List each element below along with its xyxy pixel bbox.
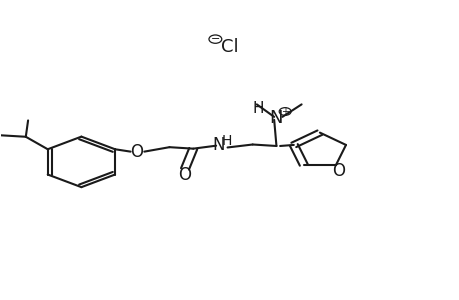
Text: −: − [210, 34, 219, 44]
Text: Cl: Cl [221, 38, 238, 56]
Text: +: + [280, 106, 289, 116]
Text: O: O [178, 167, 191, 184]
Text: O: O [331, 162, 344, 180]
Text: H: H [252, 101, 263, 116]
Text: N: N [269, 109, 283, 127]
Text: N: N [212, 136, 224, 154]
Text: H: H [221, 134, 231, 148]
Text: O: O [130, 142, 143, 160]
